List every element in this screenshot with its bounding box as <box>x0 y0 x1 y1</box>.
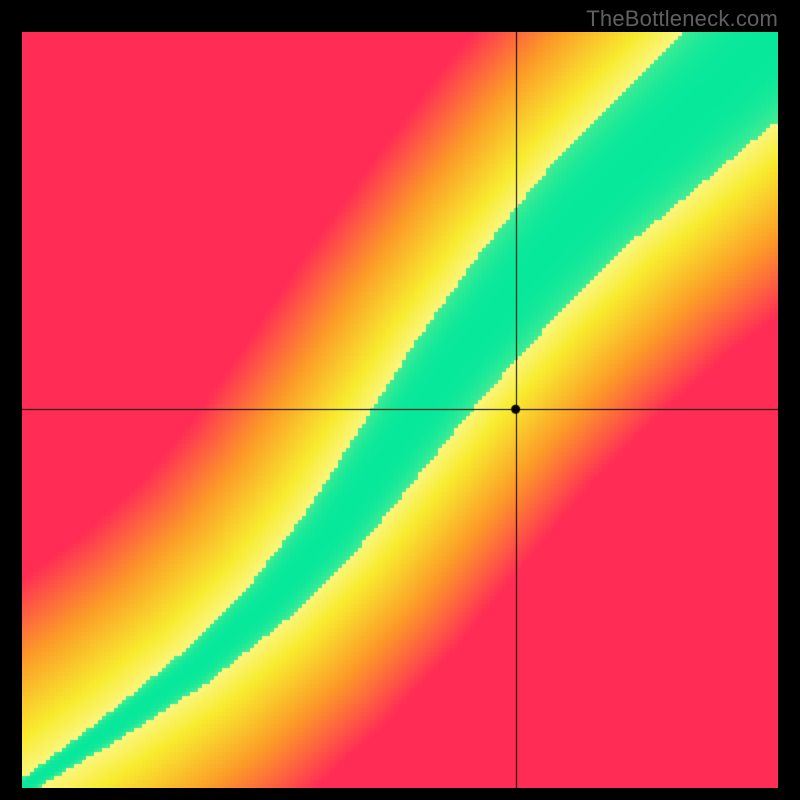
watermark: TheBottleneck.com <box>586 6 778 32</box>
chart-container: TheBottleneck.com <box>0 0 800 800</box>
heatmap-plot <box>22 32 778 788</box>
heatmap-canvas <box>22 32 778 788</box>
